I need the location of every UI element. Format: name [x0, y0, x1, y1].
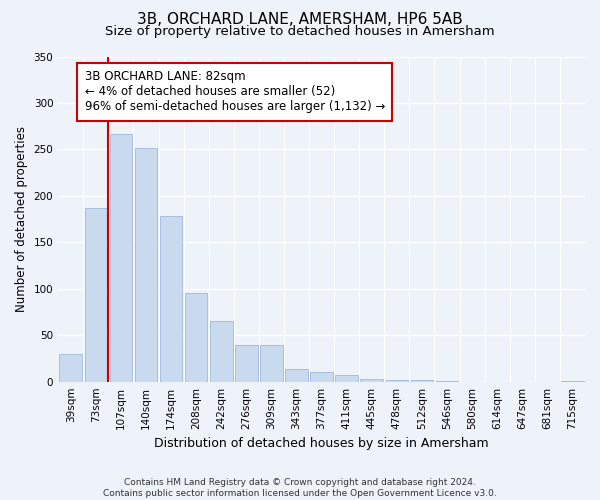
Text: Contains HM Land Registry data © Crown copyright and database right 2024.
Contai: Contains HM Land Registry data © Crown c…	[103, 478, 497, 498]
Bar	[285, 368, 308, 382]
Text: Size of property relative to detached houses in Amersham: Size of property relative to detached ho…	[105, 25, 495, 38]
Bar	[185, 294, 208, 382]
Bar	[210, 322, 233, 382]
Y-axis label: Number of detached properties: Number of detached properties	[15, 126, 28, 312]
Bar	[260, 344, 283, 382]
X-axis label: Distribution of detached houses by size in Amersham: Distribution of detached houses by size …	[154, 437, 489, 450]
Bar	[85, 208, 107, 382]
Bar	[310, 372, 333, 382]
Text: 3B ORCHARD LANE: 82sqm
← 4% of detached houses are smaller (52)
96% of semi-deta: 3B ORCHARD LANE: 82sqm ← 4% of detached …	[85, 70, 385, 114]
Bar	[110, 134, 132, 382]
Bar	[235, 344, 257, 382]
Bar	[59, 354, 82, 382]
Bar	[386, 380, 408, 382]
Bar	[436, 381, 458, 382]
Bar	[561, 381, 584, 382]
Bar	[410, 380, 433, 382]
Bar	[134, 148, 157, 382]
Bar	[361, 379, 383, 382]
Bar	[160, 216, 182, 382]
Bar	[335, 375, 358, 382]
Text: 3B, ORCHARD LANE, AMERSHAM, HP6 5AB: 3B, ORCHARD LANE, AMERSHAM, HP6 5AB	[137, 12, 463, 28]
